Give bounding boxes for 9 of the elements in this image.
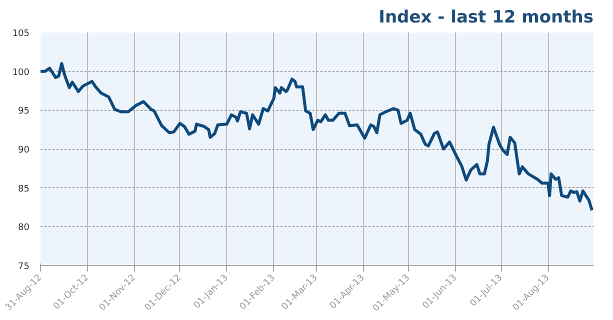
- y-tick-label: 95: [18, 106, 30, 117]
- y-tick-label: 105: [12, 29, 30, 39]
- chart-title: Index - last 12 months: [378, 8, 594, 28]
- line-series: [40, 62, 594, 212]
- y-tick-label: 80: [18, 223, 30, 234]
- y-tick-label: 90: [18, 146, 30, 156]
- y-tick-label: 85: [18, 184, 30, 194]
- y-tick-label: 100: [12, 68, 30, 78]
- y-tick-label: 75: [18, 262, 30, 272]
